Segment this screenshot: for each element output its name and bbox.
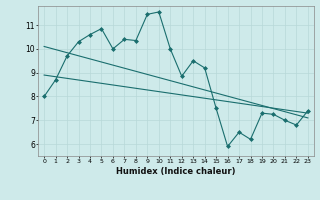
X-axis label: Humidex (Indice chaleur): Humidex (Indice chaleur) (116, 167, 236, 176)
